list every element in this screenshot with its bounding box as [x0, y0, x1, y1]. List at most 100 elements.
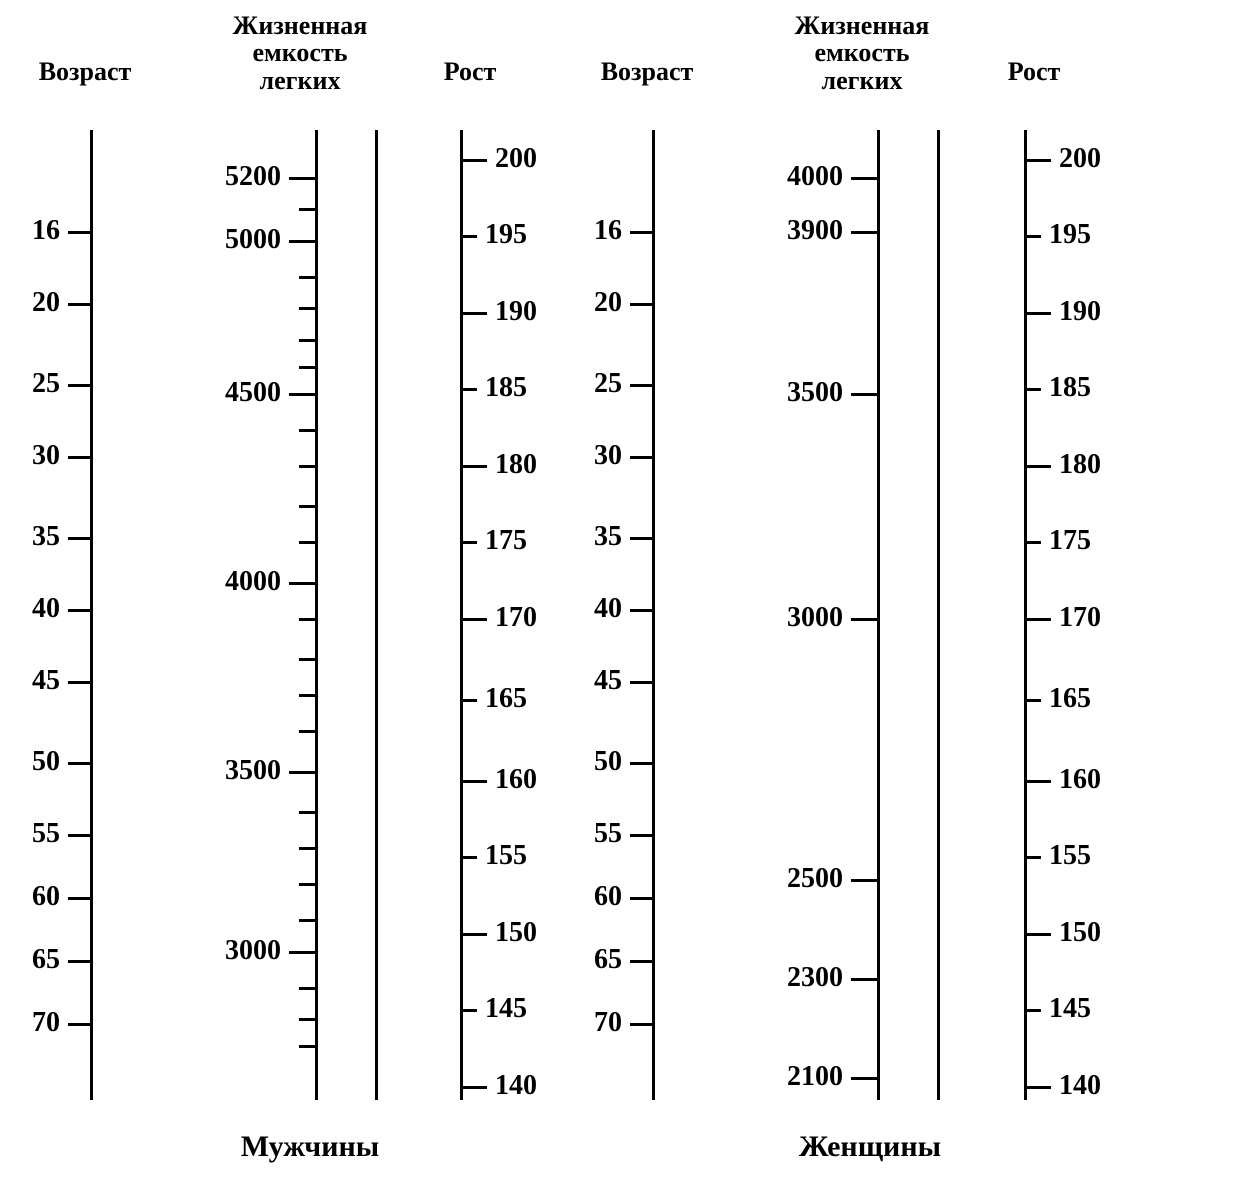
- tick-minor-male-vc-11: [299, 694, 315, 697]
- tick-label-female-vc-2: 3500: [787, 377, 843, 409]
- tick-label-female-age-1: 20: [594, 287, 622, 319]
- tick-label-male-vc-4: 3500: [225, 755, 281, 787]
- tick-major-female-age-10: [630, 960, 652, 963]
- tick-major-male-age-5: [68, 609, 90, 612]
- tick-label-female-age-10: 65: [594, 944, 622, 976]
- tick-major-female-vc-3: [851, 618, 877, 621]
- axis-line-female-age: [652, 130, 655, 1100]
- tick-major-male-vc-1: [289, 240, 315, 243]
- tick-label-male-age-8: 55: [32, 818, 60, 850]
- tick-label-female-age-7: 50: [594, 746, 622, 778]
- tick-major-female-age-2: [630, 384, 652, 387]
- tick-minor-male-vc-0: [299, 208, 315, 211]
- tick-label-male-age-11: 70: [32, 1007, 60, 1039]
- tick-label-male-age-5: 40: [32, 593, 60, 625]
- tick-major-male-height-3: [463, 618, 487, 621]
- tick-minor-label-female-height-2: 175: [1049, 525, 1091, 557]
- axis-header-female-vc: Жизненная емкость легких: [772, 12, 952, 94]
- nomogram-stage: МужчиныВозраст162025303540455055606570Жи…: [0, 0, 1235, 1189]
- tick-label-female-height-4: 160: [1059, 764, 1101, 796]
- tick-major-male-height-6: [463, 1086, 487, 1089]
- tick-label-female-age-6: 45: [594, 665, 622, 697]
- tick-minor-label-male-height-0: 195: [485, 219, 527, 251]
- tick-label-female-vc-6: 2100: [787, 1061, 843, 1093]
- tick-minor-label-male-height-3: 165: [485, 683, 527, 715]
- tick-major-male-height-4: [463, 780, 487, 783]
- tick-label-male-vc-5: 3000: [225, 935, 281, 967]
- tick-label-male-height-4: 160: [495, 764, 537, 796]
- tick-minor-male-height-4: [463, 856, 477, 859]
- tick-minor-male-vc-2: [299, 307, 315, 310]
- tick-label-female-age-3: 30: [594, 440, 622, 472]
- tick-major-male-vc-3: [289, 582, 315, 585]
- tick-label-male-age-2: 25: [32, 368, 60, 400]
- tick-major-male-age-3: [68, 456, 90, 459]
- tick-major-female-age-11: [630, 1023, 652, 1026]
- tick-minor-male-vc-1: [299, 276, 315, 279]
- tick-label-female-age-0: 16: [594, 215, 622, 247]
- axis-line-male-vc_right: [375, 130, 378, 1100]
- tick-minor-female-height-3: [1027, 699, 1041, 702]
- tick-label-male-age-0: 16: [32, 215, 60, 247]
- tick-major-female-age-6: [630, 681, 652, 684]
- tick-major-female-age-9: [630, 897, 652, 900]
- tick-major-male-age-9: [68, 897, 90, 900]
- tick-major-female-age-3: [630, 456, 652, 459]
- tick-minor-male-vc-10: [299, 658, 315, 661]
- tick-minor-male-vc-8: [299, 541, 315, 544]
- tick-label-female-height-2: 180: [1059, 449, 1101, 481]
- tick-label-male-height-6: 140: [495, 1070, 537, 1102]
- tick-minor-male-vc-3: [299, 339, 315, 342]
- tick-major-female-age-7: [630, 762, 652, 765]
- tick-minor-male-height-1: [463, 388, 477, 391]
- tick-major-female-vc-1: [851, 231, 877, 234]
- axis-line-male-vc: [315, 130, 318, 1100]
- axis-line-female-height: [1024, 130, 1027, 1100]
- tick-major-female-height-4: [1027, 780, 1051, 783]
- tick-minor-male-vc-6: [299, 465, 315, 468]
- tick-minor-male-vc-16: [299, 919, 315, 922]
- tick-major-female-vc-4: [851, 879, 877, 882]
- tick-major-male-vc-4: [289, 771, 315, 774]
- tick-label-female-vc-0: 4000: [787, 161, 843, 193]
- tick-minor-female-height-4: [1027, 856, 1041, 859]
- tick-label-female-vc-1: 3900: [787, 215, 843, 247]
- tick-major-male-age-0: [68, 231, 90, 234]
- tick-label-female-age-4: 35: [594, 521, 622, 553]
- tick-minor-label-female-height-4: 155: [1049, 840, 1091, 872]
- tick-label-female-height-6: 140: [1059, 1070, 1101, 1102]
- tick-label-female-vc-5: 2300: [787, 962, 843, 994]
- tick-major-male-age-8: [68, 834, 90, 837]
- tick-minor-label-female-height-5: 145: [1049, 993, 1091, 1025]
- tick-major-male-vc-0: [289, 177, 315, 180]
- tick-label-male-vc-2: 4500: [225, 377, 281, 409]
- tick-major-female-height-5: [1027, 933, 1051, 936]
- tick-label-male-age-1: 20: [32, 287, 60, 319]
- tick-label-male-age-10: 65: [32, 944, 60, 976]
- tick-label-female-height-0: 200: [1059, 143, 1101, 175]
- tick-minor-female-height-0: [1027, 235, 1041, 238]
- tick-minor-label-female-height-3: 165: [1049, 683, 1091, 715]
- tick-minor-male-vc-12: [299, 730, 315, 733]
- tick-minor-male-vc-5: [299, 429, 315, 432]
- axis-line-male-height: [460, 130, 463, 1100]
- tick-minor-male-vc-15: [299, 883, 315, 886]
- tick-label-female-age-5: 40: [594, 593, 622, 625]
- tick-label-female-height-1: 190: [1059, 296, 1101, 328]
- tick-label-female-age-9: 60: [594, 881, 622, 913]
- tick-major-female-height-0: [1027, 159, 1051, 162]
- tick-major-male-age-10: [68, 960, 90, 963]
- tick-minor-female-height-2: [1027, 541, 1041, 544]
- tick-major-female-age-8: [630, 834, 652, 837]
- axis-header-male-vc: Жизненная емкость легких: [210, 12, 390, 94]
- tick-minor-male-vc-17: [299, 987, 315, 990]
- tick-label-male-vc-1: 5000: [225, 224, 281, 256]
- tick-major-male-age-6: [68, 681, 90, 684]
- tick-label-female-vc-4: 2500: [787, 863, 843, 895]
- axis-header-female-height: Рост: [944, 58, 1124, 85]
- tick-major-male-age-11: [68, 1023, 90, 1026]
- tick-major-female-vc-6: [851, 1077, 877, 1080]
- tick-minor-label-female-height-1: 185: [1049, 372, 1091, 404]
- tick-label-male-age-7: 50: [32, 746, 60, 778]
- tick-minor-label-male-height-4: 155: [485, 840, 527, 872]
